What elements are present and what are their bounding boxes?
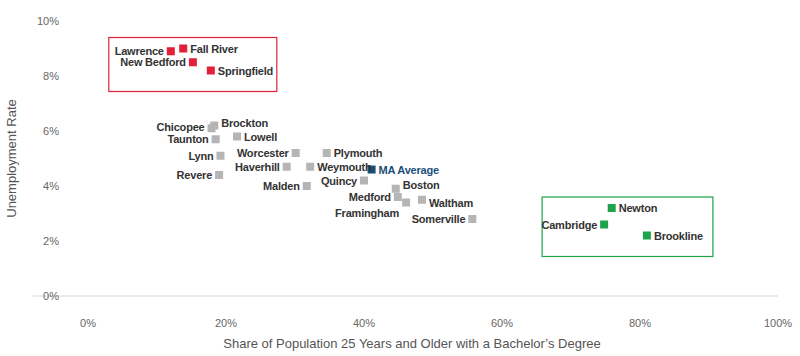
point — [189, 58, 197, 66]
y-tick-label: 8% — [43, 70, 59, 82]
point-label: Fall River — [190, 43, 238, 55]
point-label: Springfield — [218, 65, 273, 77]
y-tick-label: 2% — [43, 235, 59, 247]
group-box — [109, 38, 277, 92]
point — [392, 185, 400, 193]
x-axis-line — [33, 296, 778, 297]
x-tick-label: 20% — [215, 317, 237, 329]
x-tick-label: 0% — [80, 317, 96, 329]
y-tick-label: 6% — [43, 125, 59, 137]
point — [207, 67, 215, 75]
y-axis-title: Unemployment Rate — [4, 99, 19, 218]
point — [360, 177, 368, 185]
point-label: Revere — [177, 169, 213, 181]
x-tick-label: 100% — [764, 317, 792, 329]
point — [643, 232, 651, 240]
point-label: Chicopee — [157, 121, 205, 133]
y-tick-label: 4% — [43, 180, 59, 192]
point — [468, 215, 476, 223]
point-label: Waltham — [429, 197, 473, 209]
point — [402, 199, 410, 207]
point — [233, 133, 241, 141]
point-label: Lowell — [244, 131, 277, 143]
point — [303, 182, 311, 190]
x-tick-label: 60% — [491, 317, 513, 329]
chart: 0% 2% 4% 6% 8% 10% 0% 20% 40% 60% 80% 100% Unemploym… — [0, 0, 800, 356]
group-box — [542, 197, 713, 257]
point — [216, 152, 224, 160]
point — [306, 163, 314, 171]
point-label: Medford — [349, 191, 391, 203]
point-label: Taunton — [167, 133, 209, 145]
point-label: Brockton — [221, 117, 268, 129]
point-label: Somerville — [412, 213, 466, 225]
point-label: Cambridge — [541, 219, 597, 231]
point-label: Weymouth — [317, 161, 372, 173]
point — [394, 193, 402, 201]
point — [179, 45, 187, 53]
point-label: Malden — [263, 180, 300, 192]
point-label: Framingham — [335, 207, 399, 219]
point-label: Haverhill — [235, 161, 280, 173]
point — [283, 163, 291, 171]
point — [210, 122, 218, 130]
point — [600, 221, 608, 229]
point — [292, 149, 300, 157]
point — [323, 149, 331, 157]
point-label: Brookline — [654, 230, 703, 242]
point-label: Plymouth — [334, 147, 383, 159]
y-tick-label: 0% — [43, 290, 59, 302]
point-label: MA Average — [379, 164, 439, 176]
x-tick-label: 40% — [353, 317, 375, 329]
x-tick-label: 80% — [629, 317, 651, 329]
point-label: Quincy — [321, 175, 358, 187]
x-axis-title: Share of Population 25 Years and Older w… — [223, 336, 601, 351]
point — [212, 135, 220, 143]
point — [167, 47, 175, 55]
point-label: Newton — [619, 202, 658, 214]
point-label: Worcester — [237, 147, 290, 159]
point-label: New Bedford — [120, 56, 186, 68]
point-label: Lynn — [188, 150, 214, 162]
y-tick-label: 10% — [37, 15, 59, 27]
point — [215, 171, 223, 179]
point-label: Boston — [403, 179, 440, 191]
points — [167, 45, 651, 240]
point — [608, 204, 616, 212]
point — [418, 196, 426, 204]
